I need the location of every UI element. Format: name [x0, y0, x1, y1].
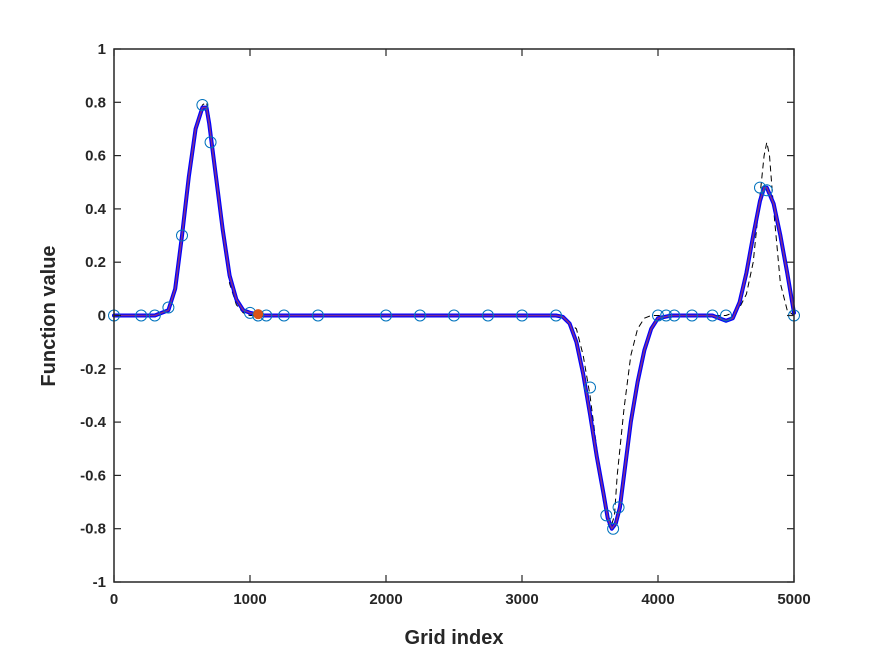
x-tick-label: 5000 — [777, 591, 810, 608]
data-marker — [516, 309, 528, 322]
data-marker — [612, 501, 625, 514]
x-tick-label: 1000 — [233, 591, 266, 608]
y-tick-label: 0.4 — [85, 201, 107, 218]
data-marker — [448, 309, 460, 322]
data-marker — [754, 181, 766, 194]
y-tick-label: -0.4 — [80, 414, 107, 431]
reference-curve-dashed — [114, 101, 795, 530]
data-marker — [380, 309, 392, 322]
x-axis-title: Grid index — [405, 627, 504, 649]
data-marker — [482, 309, 494, 322]
y-tick-label: -0.2 — [80, 361, 106, 378]
y-tick-label: 0 — [98, 308, 106, 325]
x-tick-label: 0 — [110, 591, 118, 608]
data-marker — [135, 309, 148, 322]
data-marker — [550, 309, 562, 322]
series-layer — [112, 101, 796, 531]
data-marker — [607, 522, 620, 535]
data-marker — [414, 309, 426, 322]
data-marker — [652, 309, 664, 322]
data-marker — [278, 309, 290, 322]
data-marker — [668, 309, 681, 322]
data-marker — [584, 381, 596, 394]
y-tick-label: -0.8 — [80, 521, 106, 538]
x-tick-label: 4000 — [641, 591, 674, 608]
highlight-marker — [253, 309, 264, 320]
data-marker — [660, 309, 673, 322]
data-marker — [760, 184, 773, 197]
data-marker — [720, 309, 732, 322]
data-marker — [176, 229, 188, 242]
data-marker — [204, 136, 217, 149]
fitted-curve-inner — [113, 106, 795, 530]
data-marker — [196, 98, 209, 111]
data-marker — [686, 309, 698, 322]
data-marker — [148, 309, 161, 322]
data-marker — [312, 309, 324, 322]
y-tick-label: -0.6 — [80, 467, 106, 484]
tick-layer: 0 1000 2000 3000 4000 5000 -1 -0.8 -0.6 -0.4 -0.2 0… — [80, 41, 811, 608]
data-marker — [706, 309, 719, 322]
data-marker — [162, 301, 175, 314]
x-tick-label: 2000 — [369, 591, 402, 608]
y-tick-label: 0.6 — [85, 148, 106, 165]
y-axis-title: Function value — [38, 245, 60, 386]
y-tick-label: 0.8 — [85, 94, 106, 111]
y-tick-label: 1 — [98, 41, 106, 58]
y-tick-label: -1 — [93, 574, 106, 591]
marker-layer — [108, 98, 800, 535]
data-marker — [600, 509, 613, 522]
x-tick-label: 3000 — [505, 591, 538, 608]
y-tick-label: 0.2 — [85, 254, 106, 271]
